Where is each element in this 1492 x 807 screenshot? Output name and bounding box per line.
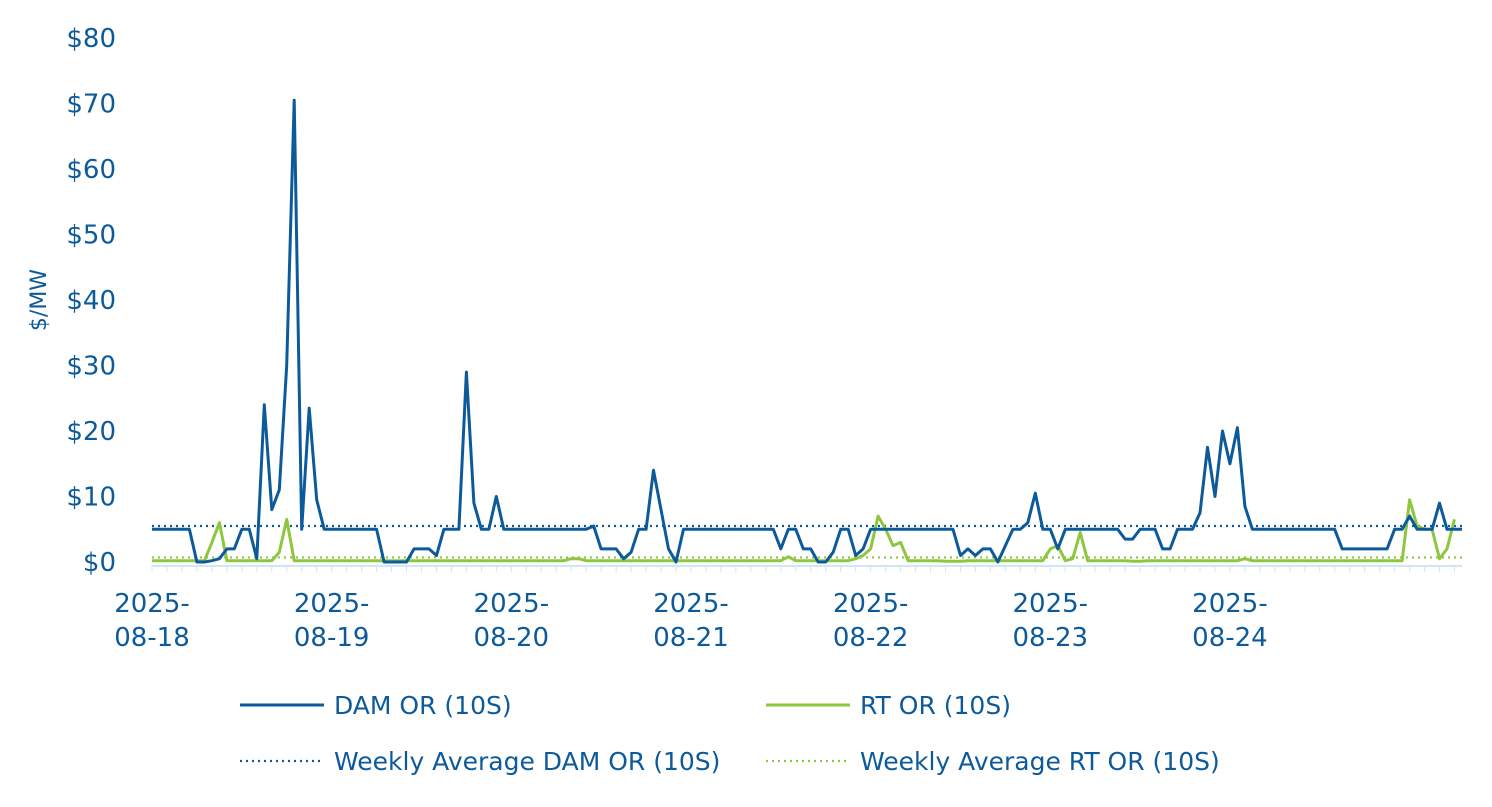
y-tick-label: $30 bbox=[66, 352, 116, 382]
y-tick-label: $80 bbox=[66, 24, 116, 54]
legend-label: RT OR (10S) bbox=[860, 691, 1011, 720]
y-axis-title: $/MW bbox=[27, 269, 52, 331]
series-lines bbox=[152, 98, 1462, 564]
x-tick-label: 2025-08-23 bbox=[1013, 589, 1089, 653]
y-tick-label: $0 bbox=[83, 548, 116, 578]
series-line bbox=[152, 498, 1456, 563]
x-axis bbox=[151, 565, 1462, 572]
legend: DAM OR (10S) RT OR (10S) Weekly Average DA… bbox=[240, 691, 1220, 776]
series-line bbox=[152, 98, 1462, 564]
x-tick-label: 2025-08-24 bbox=[1192, 589, 1268, 653]
x-tick-label: 2025-08-21 bbox=[653, 589, 729, 653]
y-tick-label: $70 bbox=[66, 90, 116, 120]
x-tick-label: 2025-08-22 bbox=[833, 589, 909, 653]
legend-label: DAM OR (10S) bbox=[334, 691, 512, 720]
legend-label: Weekly Average RT OR (10S) bbox=[860, 747, 1220, 776]
y-axis-ticks: $0 $10 $20 $30 $40 $50 $60 $70 $80 bbox=[66, 24, 116, 578]
x-tick-label: 2025-08-20 bbox=[474, 589, 550, 653]
x-axis-ticks: 2025-08-18 2025-08-19 2025-08-20 2025-08-21… bbox=[114, 589, 1268, 653]
y-tick-label: $20 bbox=[66, 417, 116, 447]
weekly-average-lines bbox=[152, 524, 1462, 559]
y-tick-label: $60 bbox=[66, 155, 116, 185]
y-tick-label: $40 bbox=[66, 286, 116, 316]
y-tick-label: $50 bbox=[66, 221, 116, 251]
x-tick-label: 2025-08-19 bbox=[294, 589, 370, 653]
legend-label: Weekly Average DAM OR (10S) bbox=[334, 747, 720, 776]
y-tick-label: $10 bbox=[66, 483, 116, 513]
x-tick-label: 2025-08-18 bbox=[114, 589, 190, 653]
y-axis-label: $/MW bbox=[27, 269, 52, 331]
